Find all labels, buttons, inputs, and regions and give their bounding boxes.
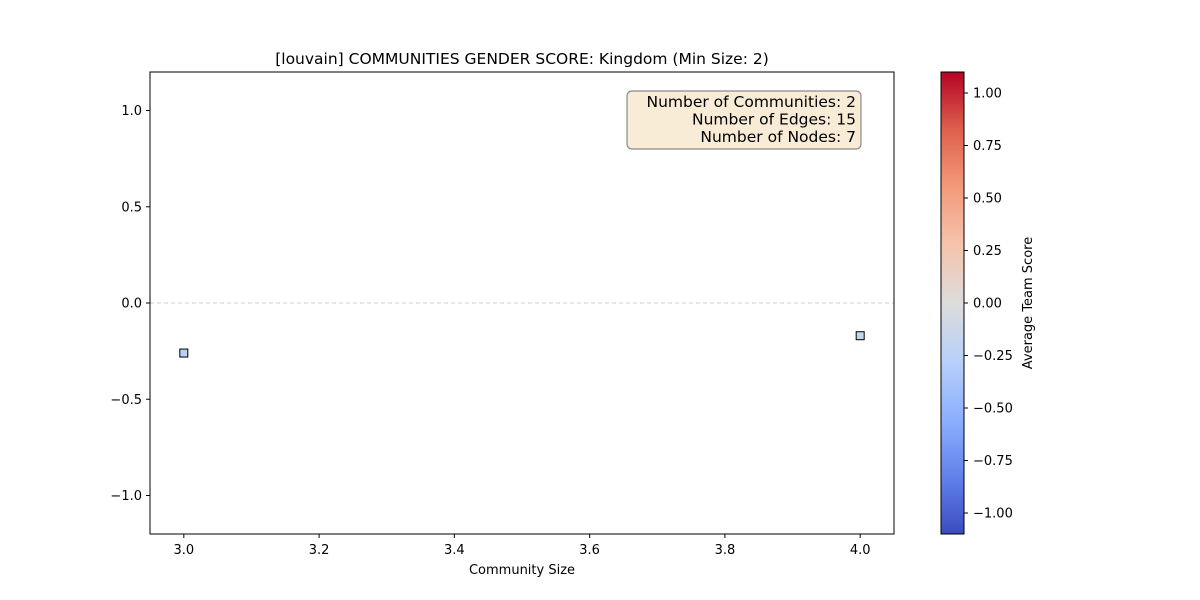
info-box-background <box>626 90 862 150</box>
data-point-1 <box>179 348 189 358</box>
x-tick-label-2: 3.4 <box>444 543 465 558</box>
colorbar-ticks: −1.00 −0.75 −0.50 −0.25 0.00 0.25 0.50 0.75 1.00 <box>964 87 1013 522</box>
y-tick-label-4: 1.0 <box>121 104 142 119</box>
info-nodes: Number of Nodes: 7 <box>700 128 856 146</box>
info-communities: Number of Communities: 2 <box>646 93 856 111</box>
y-tick-label-2: 0.0 <box>121 297 142 312</box>
y-tick-label-3: 0.5 <box>121 200 142 215</box>
x-axis: 3.0 3.2 3.4 3.6 3.8 4.0 <box>173 534 871 558</box>
y-axis: −1.0 −0.5 0.0 0.5 1.0 <box>110 104 150 504</box>
info-edges: Number of Edges: 15 <box>692 111 856 129</box>
x-tick-label-3: 3.6 <box>579 543 600 558</box>
colorbar-tick-label-0: −1.00 <box>973 507 1013 522</box>
colorbar-gradient <box>940 71 965 535</box>
colorbar-tick-label-4: 0.00 <box>973 297 1002 312</box>
x-tick-label-1: 3.2 <box>309 543 330 558</box>
x-tick-label-5: 4.0 <box>850 543 871 558</box>
colorbar-tick-label-3: −0.25 <box>973 349 1013 364</box>
colorbar-tick-label-1: −0.75 <box>973 454 1013 469</box>
y-tick-label-0: −1.0 <box>110 489 142 504</box>
colorbar-tick-label-7: 0.75 <box>973 139 1002 154</box>
colorbar: −1.00 −0.75 −0.50 −0.25 0.00 0.25 0.50 0.75 1.00… <box>940 71 1036 535</box>
colorbar-tick-label-2: −0.50 <box>973 402 1013 417</box>
colorbar-tick-label-6: 0.50 <box>973 192 1002 207</box>
colorbar-tick-label-5: 0.25 <box>973 244 1002 259</box>
y-tick-label-1: −0.5 <box>110 393 142 408</box>
x-tick-label-0: 3.0 <box>173 543 194 558</box>
x-axis-label: Community Size <box>469 563 575 578</box>
info-box: Number of Communities: 2 Number of Edges… <box>626 90 862 150</box>
colorbar-label: Average Team Score <box>1021 237 1036 369</box>
chart-title: [louvain] COMMUNITIES GENDER SCORE: King… <box>275 50 769 68</box>
colorbar-tick-label-8: 1.00 <box>973 87 1002 102</box>
data-points <box>179 331 865 358</box>
x-tick-label-4: 3.8 <box>715 543 736 558</box>
data-point-2 <box>855 331 865 341</box>
